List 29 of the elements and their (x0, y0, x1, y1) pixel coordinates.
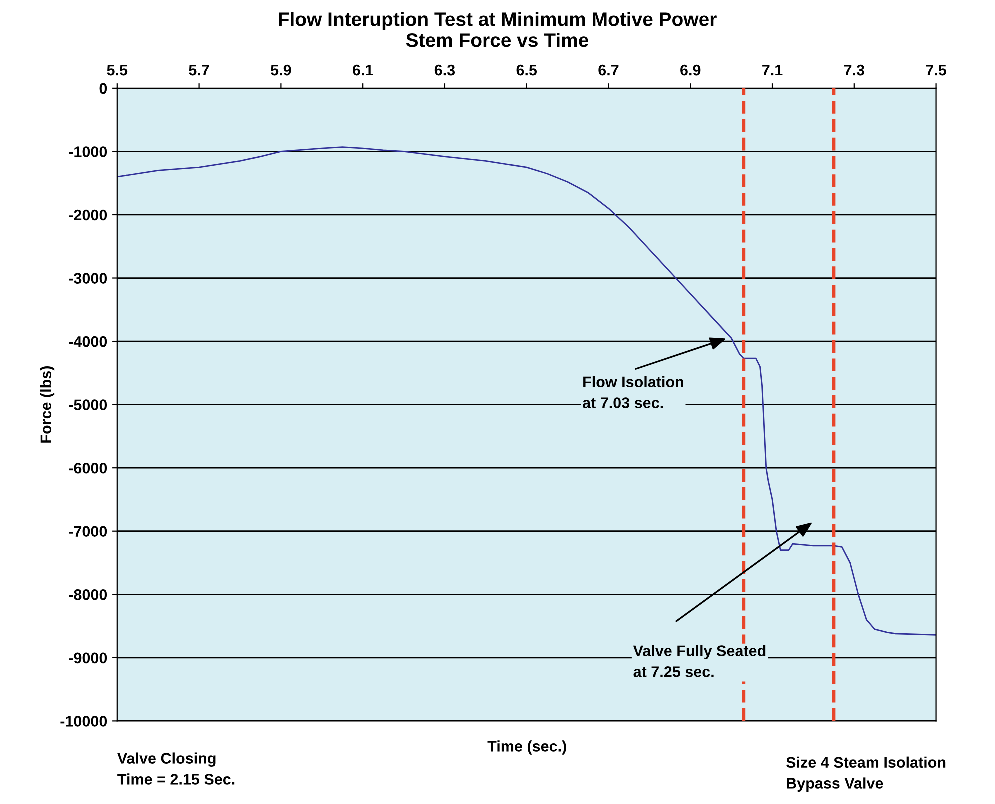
x-tick-label: 6.5 (516, 64, 538, 76)
x-tick-label: 6.1 (353, 64, 374, 76)
annotation: Valve Fully Seated at 7.25 sec. (633, 645, 766, 678)
y-tick-label: -4000 (69, 336, 108, 348)
x-tick-label: 5.9 (271, 64, 292, 76)
x-tick-label: 6.7 (598, 64, 619, 76)
y-tick-label: -3000 (69, 273, 108, 284)
text: Size 4 Steam Isolation Bypass Valve (786, 756, 946, 792)
y-tick-label: -6000 (69, 462, 108, 474)
x-tick-label: 7.3 (844, 64, 864, 76)
y-axis-title: Force (lbs) (40, 366, 55, 443)
text: Valve Closing Time = 2.15 Sec. (118, 752, 235, 785)
y-tick-label: -7000 (69, 526, 108, 538)
y-tick-label: -8000 (69, 590, 108, 600)
annotation: Flow Isolation at 7.03 sec. (582, 376, 684, 408)
x-tick-label: 7.1 (762, 65, 783, 76)
y-tick-label: -5000 (69, 400, 108, 410)
y-tick-label: -2000 (69, 210, 108, 221)
x-axis-title: Time (sec.) (488, 740, 566, 755)
chart-title: Flow Interuption Test at Minimum Motive Power Stem Force vs Time (279, 12, 717, 48)
y-tick-label: -9000 (69, 652, 108, 664)
y-tick-label: -10000 (60, 716, 108, 727)
x-tick-label: 7.5 (926, 65, 946, 76)
x-tick-label: 6.9 (680, 64, 701, 76)
y-tick-label: -1000 (69, 146, 108, 158)
x-tick-label: 6.3 (434, 64, 456, 76)
x-tick-label: 5.5 (107, 65, 128, 76)
x-tick-label: 5.7 (189, 65, 210, 76)
y-tick-label: 0 (100, 83, 108, 94)
